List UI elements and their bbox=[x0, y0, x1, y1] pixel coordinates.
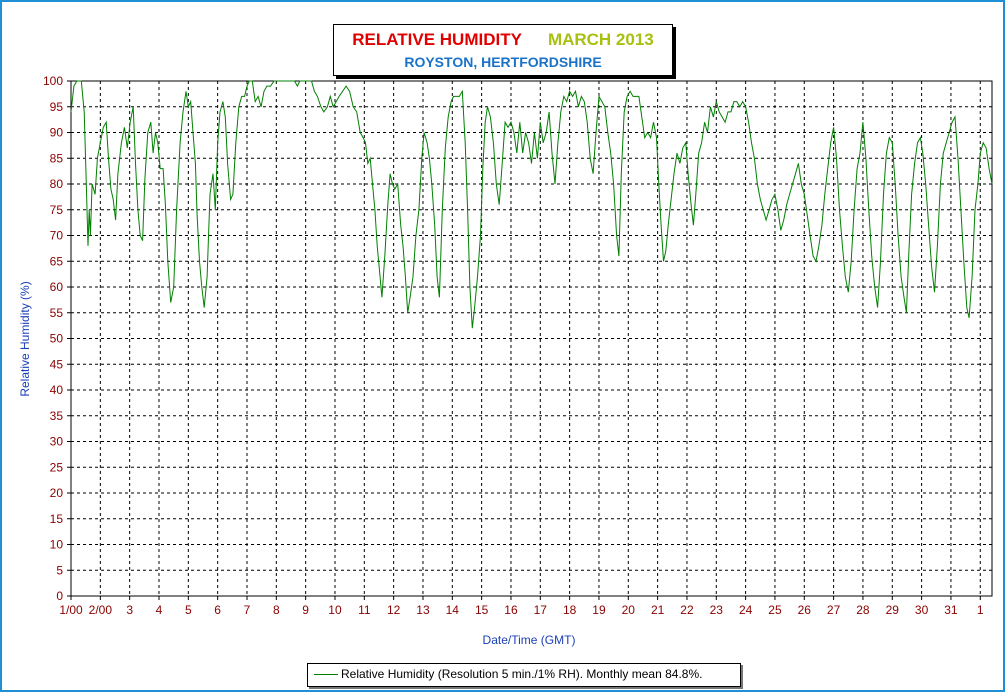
y-tick-label: 100 bbox=[43, 74, 63, 88]
chart-title-box: RELATIVE HUMIDITY MARCH 2013 ROYSTON, HER… bbox=[333, 24, 673, 76]
x-tick-label: 20 bbox=[622, 603, 636, 617]
x-axis-label: Date/Time (GMT) bbox=[483, 633, 576, 647]
x-tick-label: 11 bbox=[358, 603, 371, 617]
y-tick-label: 25 bbox=[50, 460, 64, 474]
y-tick-label: 85 bbox=[50, 151, 64, 165]
y-tick-label: 80 bbox=[50, 177, 64, 191]
grid-layer bbox=[71, 81, 992, 596]
x-tick-label: 10 bbox=[328, 603, 342, 617]
y-tick-label: 20 bbox=[50, 486, 64, 500]
x-tick-label: 1 bbox=[977, 603, 984, 617]
x-tick-label: 17 bbox=[534, 603, 548, 617]
y-tick-label: 60 bbox=[50, 280, 64, 294]
x-tick-label: 28 bbox=[856, 603, 870, 617]
y-tick-label: 5 bbox=[56, 563, 63, 577]
x-tick-label: 13 bbox=[416, 603, 430, 617]
y-tick-label: 65 bbox=[50, 254, 64, 268]
x-tick-label: 27 bbox=[827, 603, 841, 617]
x-tick-label: 1/00 bbox=[59, 603, 83, 617]
x-tick-label: 26 bbox=[798, 603, 812, 617]
x-tick-label: 2/00 bbox=[89, 603, 113, 617]
x-tick-label: 9 bbox=[302, 603, 309, 617]
x-tick-label: 16 bbox=[504, 603, 518, 617]
y-tick-label: 15 bbox=[50, 512, 64, 526]
x-tick-label: 5 bbox=[185, 603, 192, 617]
x-tick-label: 29 bbox=[886, 603, 900, 617]
x-tick-label: 6 bbox=[214, 603, 221, 617]
y-tick-label: 40 bbox=[50, 383, 64, 397]
y-tick-label: 50 bbox=[50, 332, 64, 346]
x-tick-label: 18 bbox=[563, 603, 577, 617]
legend: Relative Humidity (Resolution 5 min./1% … bbox=[307, 663, 741, 687]
series-line-relative-humidity bbox=[70, 80, 993, 329]
chart-title-period: MARCH 2013 bbox=[547, 30, 654, 49]
x-tick-label: 19 bbox=[592, 603, 606, 617]
x-tick-label: 30 bbox=[915, 603, 929, 617]
y-tick-label: 35 bbox=[50, 409, 64, 423]
y-tick-label: 0 bbox=[56, 589, 63, 603]
y-tick-label: 70 bbox=[50, 229, 64, 243]
x-tick-label: 15 bbox=[475, 603, 489, 617]
x-tick-label: 8 bbox=[273, 603, 280, 617]
chart-title: RELATIVE HUMIDITY MARCH 2013 bbox=[334, 30, 672, 50]
x-tick-label: 25 bbox=[768, 603, 782, 617]
y-tick-label: 45 bbox=[50, 357, 64, 371]
legend-line-swatch bbox=[314, 674, 338, 675]
x-tick-label: 3 bbox=[126, 603, 133, 617]
x-tick-label: 24 bbox=[739, 603, 753, 617]
x-tick-label: 7 bbox=[244, 603, 251, 617]
y-axis-label: Relative Humidity (%) bbox=[18, 281, 32, 396]
axis-layer: 0510152025303540455055606570758085909510… bbox=[43, 74, 984, 617]
y-tick-label: 10 bbox=[50, 538, 64, 552]
x-tick-label: 22 bbox=[680, 603, 694, 617]
y-tick-label: 95 bbox=[50, 100, 64, 114]
x-tick-label: 12 bbox=[387, 603, 401, 617]
y-tick-label: 30 bbox=[50, 435, 64, 449]
chart-subtitle: ROYSTON, HERTFORDSHIRE bbox=[404, 54, 602, 70]
x-tick-label: 31 bbox=[944, 603, 958, 617]
chart-title-text: RELATIVE HUMIDITY bbox=[352, 30, 522, 49]
x-tick-label: 21 bbox=[651, 603, 665, 617]
y-tick-label: 55 bbox=[50, 306, 64, 320]
x-tick-label: 14 bbox=[446, 603, 460, 617]
y-tick-label: 90 bbox=[50, 126, 64, 140]
x-tick-label: 4 bbox=[156, 603, 163, 617]
y-tick-label: 75 bbox=[50, 203, 64, 217]
x-tick-label: 23 bbox=[710, 603, 724, 617]
legend-entry-label: Relative Humidity (Resolution 5 min./1% … bbox=[341, 667, 703, 681]
